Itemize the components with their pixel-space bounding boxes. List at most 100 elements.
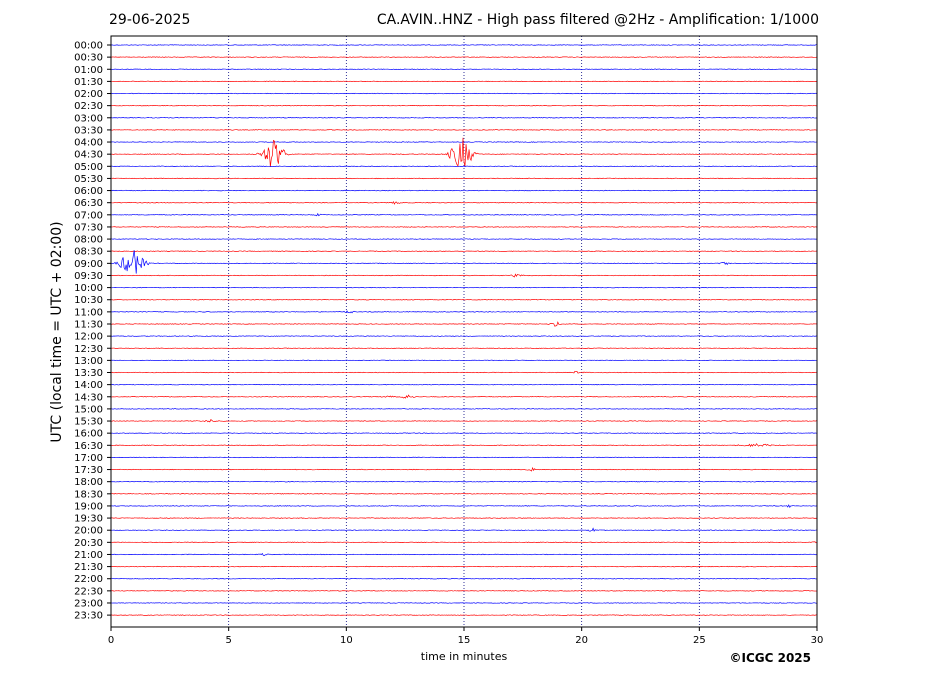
y-tick-label-1130: 11:30: [74, 319, 103, 330]
trace-1800: [110, 481, 818, 483]
trace-2330: [110, 614, 818, 616]
trace-1200: [110, 335, 817, 337]
trace-0200: [110, 92, 818, 95]
y-tick-label-0430: 04:30: [74, 150, 103, 161]
y-tick-label-2030: 20:30: [74, 538, 103, 549]
trace-1500: [110, 408, 818, 410]
trace-0330: [110, 129, 818, 131]
y-tick-label-2130: 21:30: [74, 562, 103, 573]
y-tick-label-1030: 10:30: [74, 295, 103, 306]
y-tick-label-0030: 00:30: [74, 53, 103, 64]
x-tick-label-15: 15: [458, 635, 471, 646]
y-tick-label-1700: 17:00: [74, 453, 103, 464]
y-tick-label-2300: 23:00: [74, 598, 103, 609]
trace-1300: [110, 359, 818, 362]
y-tick-label-1000: 10:00: [74, 283, 103, 294]
y-tick-label-0700: 07:00: [74, 210, 103, 221]
chart-date: 29-06-2025: [109, 12, 191, 28]
trace-1130: [110, 321, 818, 327]
y-tick-label-1730: 17:30: [74, 465, 103, 476]
y-tick-label-2230: 22:30: [74, 586, 103, 597]
trace-1730: [110, 466, 818, 472]
trace-1230: [110, 347, 818, 349]
traces: [110, 44, 818, 616]
trace-0800: [110, 238, 818, 240]
y-tick-label-1100: 11:00: [74, 307, 103, 318]
trace-1030: [110, 299, 818, 301]
trace-2130: [110, 565, 818, 568]
y-tick-label-1530: 15:30: [74, 417, 103, 428]
y-tick-label-0300: 03:00: [74, 113, 103, 124]
axes: 00:0000:3001:0001:3002:0002:3003:0003:30…: [74, 35, 823, 646]
y-tick-label-1230: 12:30: [74, 344, 103, 355]
y-tick-label-2330: 23:30: [74, 611, 103, 622]
trace-2100: [110, 552, 818, 557]
y-tick-label-1930: 19:30: [74, 514, 103, 525]
copyright: ©ICGC 2025: [729, 651, 811, 665]
chart-title: CA.AVIN..HNZ - High pass filtered @2Hz -…: [376, 12, 819, 28]
x-tick-label-0: 0: [108, 635, 114, 646]
plot-frame: [110, 35, 818, 628]
trace-0530: [110, 177, 818, 180]
trace-0130: [110, 80, 818, 83]
trace-1930: [110, 517, 818, 519]
y-tick-label-1630: 16:30: [74, 441, 103, 452]
y-tick-label-1200: 12:00: [74, 332, 103, 343]
trace-0930: [110, 273, 818, 278]
y-tick-label-2200: 22:00: [74, 574, 103, 585]
trace-0630: [110, 200, 818, 205]
y-tick-label-1500: 15:00: [74, 404, 103, 415]
trace-0300: [110, 117, 818, 119]
trace-0730: [110, 226, 818, 228]
trace-1100: [110, 310, 818, 314]
y-tick-label-0230: 02:30: [74, 101, 103, 112]
y-tick-label-0830: 08:30: [74, 247, 103, 258]
trace-1630: [110, 443, 818, 448]
trace-1430: [110, 394, 818, 399]
trace-0030: [110, 56, 818, 58]
y-tick-label-2100: 21:00: [74, 550, 103, 561]
grid-lines: [228, 36, 700, 627]
y-tick-label-2000: 20:00: [74, 526, 103, 537]
trace-1330: [110, 370, 818, 374]
y-tick-label-0200: 02:00: [74, 89, 103, 100]
y-tick-label-0630: 06:30: [74, 198, 103, 209]
y-tick-label-0100: 01:00: [74, 65, 103, 76]
y-tick-label-0000: 00:00: [74, 41, 103, 52]
y-tick-label-0800: 08:00: [74, 235, 103, 246]
trace-2200: [110, 578, 818, 580]
trace-0900: [110, 250, 818, 274]
y-tick-label-0130: 01:30: [74, 77, 103, 88]
trace-0830: [110, 250, 818, 253]
x-tick-label-20: 20: [575, 635, 588, 646]
trace-0700: [110, 212, 818, 217]
trace-1000: [110, 286, 818, 289]
trace-1900: [110, 504, 818, 509]
x-axis-label: time in minutes: [420, 650, 508, 663]
trace-1830: [110, 493, 818, 495]
y-tick-label-1430: 14:30: [74, 392, 103, 403]
y-tick-label-1330: 13:30: [74, 368, 103, 379]
trace-2030: [110, 541, 818, 544]
y-tick-label-0500: 05:00: [74, 162, 103, 173]
y-tick-label-0530: 05:30: [74, 174, 103, 185]
trace-1600: [110, 432, 818, 434]
trace-0100: [110, 68, 818, 70]
y-tick-label-0930: 09:30: [74, 271, 103, 282]
trace-2000: [110, 527, 818, 532]
trace-0230: [110, 104, 818, 107]
trace-2300: [110, 602, 818, 604]
y-tick-label-1600: 16:00: [74, 429, 103, 440]
trace-0000: [110, 44, 818, 46]
y-tick-label-0900: 09:00: [74, 259, 103, 270]
x-tick-label-10: 10: [340, 635, 353, 646]
x-tick-label-5: 5: [225, 635, 231, 646]
y-tick-label-0730: 07:30: [74, 222, 103, 233]
y-tick-label-0400: 04:00: [74, 138, 103, 149]
trace-2230: [110, 590, 818, 592]
y-tick-label-1300: 13:00: [74, 356, 103, 367]
y-tick-label-1830: 18:30: [74, 489, 103, 500]
y-tick-label-1400: 14:00: [74, 380, 103, 391]
trace-1700: [110, 456, 817, 459]
